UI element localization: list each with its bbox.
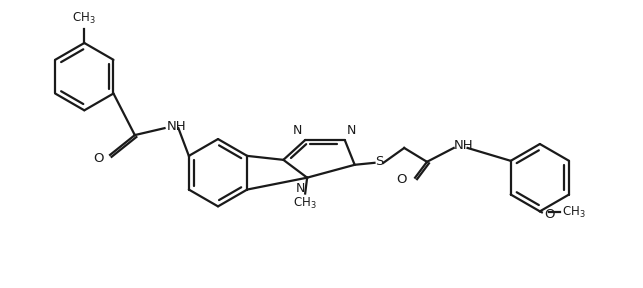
- Text: CH$_3$: CH$_3$: [562, 205, 585, 220]
- Text: O: O: [544, 208, 554, 221]
- Text: O: O: [94, 152, 104, 165]
- Text: NH: NH: [454, 139, 473, 152]
- Text: O: O: [397, 173, 407, 186]
- Text: CH$_3$: CH$_3$: [293, 196, 317, 211]
- Text: N: N: [293, 124, 302, 137]
- Text: N: N: [296, 182, 305, 195]
- Text: NH: NH: [167, 120, 186, 133]
- Text: S: S: [376, 155, 384, 168]
- Text: N: N: [347, 124, 356, 137]
- Text: CH$_3$: CH$_3$: [73, 11, 96, 26]
